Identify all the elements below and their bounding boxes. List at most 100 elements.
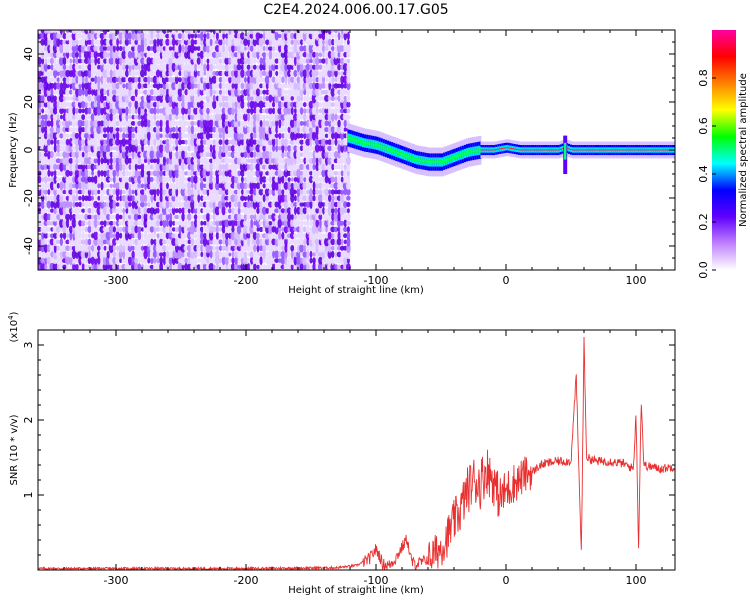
spectrogram-noise-cell [258,37,264,47]
spectrogram-noise-cell [274,93,280,104]
spectrogram-noise-cell [168,76,173,83]
spectrogram-noise-cell [41,231,45,240]
spectrogram-noise-cell [174,64,179,71]
spectrogram-noise-cell [93,200,99,209]
spectrogram-noise-cell [215,112,220,122]
spectrogram-noise-cell [147,193,151,204]
spectrogram-noise-cell [246,143,252,154]
spectrogram-noise-cell [43,101,48,108]
spectrogram-noise-cell [299,57,304,65]
spectrogram-noise-cell [146,170,152,176]
spectrogram-noise-cell [134,132,138,139]
spectrogram-noise-cell [65,43,70,54]
spectrogram-noise-cell [165,176,170,183]
spectrogram-noise-cell [53,150,57,159]
spectrogram-noise-cell [133,220,139,226]
spectrogram-noise-cell [287,257,291,264]
spectrogram-noise-cell [212,257,216,264]
spectrogram-noise-cell [146,93,152,103]
spectrogram-noise-cell [46,51,52,58]
spectrogram-noise-cell [312,156,317,165]
spectrogram-noise-cell [315,76,319,83]
spectrogram-noise-cell [115,50,120,59]
spectrogram-noise-cell [272,250,276,259]
spectrogram-noise-cell [108,256,114,266]
spectrogram-noise-cell [305,58,311,64]
spectrogram-noise-cell [337,231,341,241]
spectrogram-noise-cell [283,83,289,89]
spectrogram-noise-cell [224,62,229,72]
spectrogram-noise-cell [287,201,292,208]
spectrogram-noise-cell [343,119,347,128]
spectrogram-noise-cell [255,75,261,84]
spectrogram-noise-cell [140,44,145,53]
spectrogram-noise-cell [203,62,207,73]
spectrogram-noise-cell [84,168,89,179]
spectrogram-noise-cell [224,225,229,234]
spectrogram-noise-cell [331,212,335,222]
spectrogram-noise-cell [196,101,201,108]
spectrogram-noise-cell [174,226,179,233]
spectrogram-noise-cell [303,58,307,64]
spectrogram-noise-cell [205,175,211,184]
spectrogram-noise-cell [153,144,157,152]
spectrogram-trace-cell [378,145,381,147]
spectrogram-noise-cell [178,82,182,90]
spectrogram-noise-cell [259,156,264,165]
spectrogram-noise-cell [230,201,236,208]
spectrogram-noise-cell [259,151,264,159]
spectrogram-noise-cell [174,237,179,247]
spectrogram-trace-cell [624,149,626,151]
spectrogram-noise-cell [202,168,208,179]
spectrogram-noise-cell [343,144,347,153]
spectrogram-noise-cell [203,132,207,140]
spectrogram-noise-cell [143,189,148,195]
spectrogram-trace-cell [538,149,541,151]
spectrogram-noise-cell [343,175,348,184]
spectrogram-noise-cell [240,107,245,114]
spectrogram-noise-cell [290,32,295,40]
spectrogram-noise-cell [121,77,127,83]
spectrogram-noise-cell [116,245,120,251]
snr-multiplier-base: (x10 [9,320,20,343]
spectrogram-noise-cell [131,30,136,34]
spectrogram-noise-cell [111,81,117,91]
spectrogram-noise-cell [202,106,208,116]
spectrogram-noise-cell [271,181,276,191]
spectrogram-noise-cell [218,213,223,221]
spectrogram-noise-cell [56,139,60,145]
spectrogram-noise-cell [140,119,145,128]
spectrogram-noise-cell [199,176,204,183]
spectrogram-trace-cell [642,149,645,151]
spectrogram-noise-cell [108,177,114,182]
spectrogram-noise-cell [181,207,185,214]
spectrogram-noise-cell [287,218,292,228]
spectrogram-noise-cell [346,231,351,240]
spectrogram-noise-cell [100,245,104,251]
spectrogram-noise-cell [152,206,158,215]
spectrogram-noise-cell [144,169,148,178]
colorbar-label: Normalized spectral amplitude [738,73,749,227]
spectrogram-noise-cell [299,262,304,270]
spectrogram-trace-cell [503,147,506,149]
spectrogram-noise-cell [83,50,89,60]
spectrogram-noise-cell [181,174,186,185]
spectrogram-noise-cell [78,232,82,239]
spectrogram-noise-cell [130,37,136,47]
spectrogram-noise-cell [118,45,123,52]
spectrogram-noise-cell [93,158,98,164]
spectrogram-noise-cell [190,182,194,189]
spectrogram-noise-cell [337,63,341,71]
spectrogram-noise-cell [56,44,61,53]
spectrogram-noise-cell [315,194,319,203]
spectrogram-noise-cell [90,69,95,78]
spectrogram-noise-cell [181,81,186,91]
spectrogram-noise-cell [305,150,311,159]
spectrogram-noise-cell [187,152,191,157]
spectrogram-noise-cell [59,43,64,54]
spectrogram-noise-cell [296,94,301,102]
spectrogram-noise-cell [284,158,288,164]
spectrogram-noise-cell [115,219,120,227]
spectrogram-noise-cell [65,133,70,139]
spectrogram-noise-cell [53,56,57,66]
